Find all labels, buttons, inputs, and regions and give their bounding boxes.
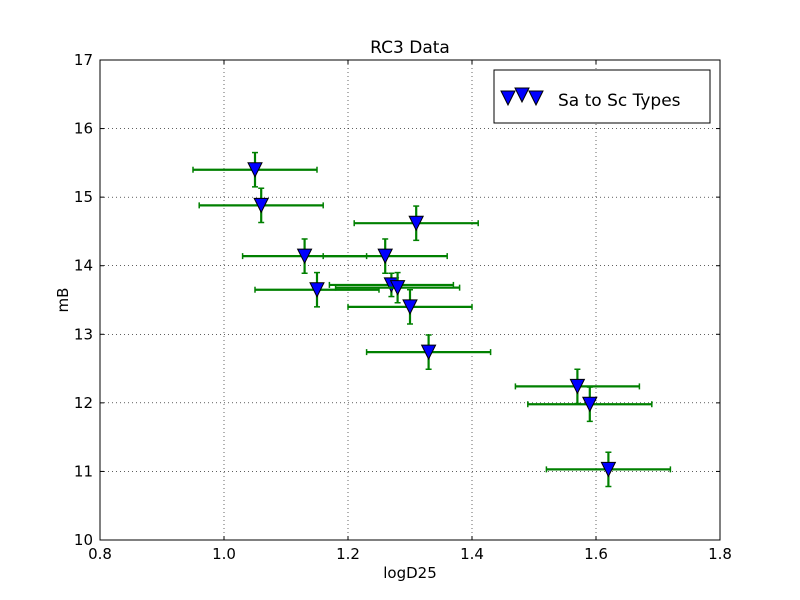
legend-box: [493, 69, 711, 124]
axis-ticks: 0.8 1.0 1.2 1.4 1.6 1.8 10 11 12 13 14 15 16 17: [74, 51, 732, 563]
triangle-down-marker: [389, 280, 406, 296]
triangle-down-marker: [377, 248, 394, 265]
legend-marker: [514, 87, 530, 104]
legend-markers: [500, 87, 544, 107]
x-tick-label: 1.2: [336, 545, 360, 563]
x-tick-label: 1.4: [460, 545, 484, 563]
chart-title: RC3 Data: [370, 38, 450, 58]
legend-label: Sa to Sc Types: [558, 91, 681, 111]
y-tick-label: 17: [74, 51, 93, 69]
triangle-down-marker: [408, 215, 425, 232]
y-tick-label: 11: [74, 462, 93, 480]
triangle-down-marker: [253, 197, 270, 214]
x-axis-label: logD25: [383, 564, 437, 582]
triangle-down-marker: [247, 162, 263, 178]
data-points: [192, 151, 672, 488]
triangle-down-marker: [296, 248, 313, 265]
data-point: [347, 288, 473, 325]
y-tick-label: 10: [74, 531, 93, 549]
x-tick-label: 1.8: [708, 545, 732, 563]
data-point: [527, 386, 653, 423]
data-point: [545, 451, 672, 488]
data-point: [254, 271, 380, 308]
y-tick-label: 13: [74, 325, 93, 343]
legend-marker: [528, 90, 544, 107]
data-point: [322, 238, 448, 275]
triangle-down-marker: [581, 396, 598, 413]
legend-marker: [500, 90, 516, 107]
y-tick-label: 15: [74, 188, 93, 206]
data-point: [353, 205, 479, 242]
triangle-down-marker: [309, 282, 325, 298]
grid: [100, 60, 720, 540]
triangle-down-marker: [600, 461, 617, 478]
y-axis-label: mB: [54, 288, 72, 313]
triangle-down-marker: [420, 344, 437, 361]
y-tick-label: 14: [74, 257, 93, 275]
x-tick-label: 1.0: [212, 545, 236, 563]
data-point: [365, 334, 492, 371]
data-point: [192, 151, 318, 188]
y-tick-label: 12: [74, 394, 93, 412]
data-point: [198, 187, 324, 224]
x-tick-label: 1.6: [584, 545, 608, 563]
y-tick-label: 16: [74, 120, 93, 138]
triangle-down-marker: [569, 378, 586, 395]
data-point: [334, 271, 461, 304]
plot-frame: [99, 59, 721, 541]
x-tick-label: 0.8: [88, 545, 112, 563]
triangle-down-marker: [402, 299, 418, 315]
legend: Sa to Sc Types: [493, 69, 711, 124]
